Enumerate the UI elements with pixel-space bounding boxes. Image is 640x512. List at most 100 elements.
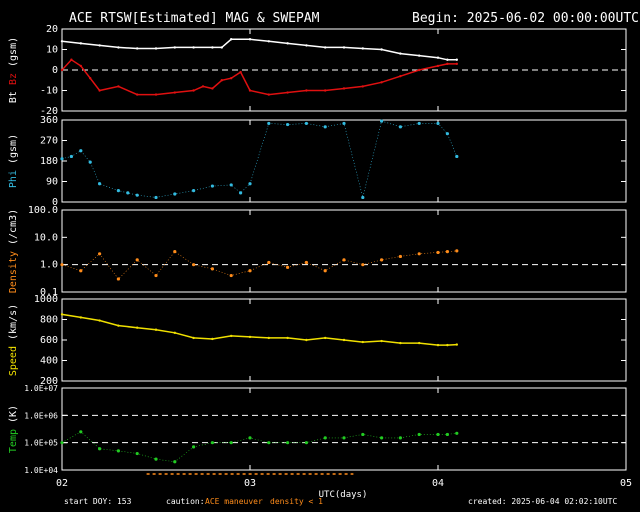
series-line bbox=[61, 313, 457, 346]
data-point bbox=[98, 447, 102, 451]
data-point bbox=[173, 91, 176, 94]
data-point bbox=[89, 77, 92, 80]
data-point bbox=[70, 58, 73, 61]
y-axis-label: Density (/cm3) bbox=[8, 209, 19, 293]
data-point bbox=[418, 54, 421, 57]
data-point bbox=[229, 183, 233, 187]
y-tick-label: 1.0E+05 bbox=[24, 439, 58, 448]
data-point bbox=[88, 160, 92, 164]
data-point bbox=[136, 326, 139, 329]
data-point bbox=[154, 93, 158, 96]
data-point bbox=[455, 343, 458, 346]
data-point bbox=[455, 62, 458, 66]
y-tick-label: 1.0E+07 bbox=[24, 384, 58, 393]
data-point bbox=[173, 460, 177, 464]
data-point bbox=[229, 441, 233, 445]
data-point bbox=[267, 40, 270, 43]
data-point bbox=[286, 336, 289, 340]
y-tick-label: 800 bbox=[40, 315, 58, 326]
data-point bbox=[361, 432, 365, 437]
data-point bbox=[248, 269, 252, 273]
data-point bbox=[79, 316, 83, 319]
data-point bbox=[323, 125, 327, 129]
data-point bbox=[380, 258, 384, 262]
data-point bbox=[60, 263, 64, 267]
data-point bbox=[436, 56, 440, 59]
data-point bbox=[248, 89, 252, 92]
data-point bbox=[229, 273, 233, 278]
y-axis-label: Bt Bz (gsm) bbox=[8, 37, 19, 103]
data-point bbox=[248, 182, 252, 186]
data-point bbox=[455, 249, 459, 253]
data-point bbox=[154, 328, 158, 331]
data-point bbox=[117, 324, 120, 327]
data-point bbox=[192, 46, 195, 49]
data-point bbox=[267, 121, 271, 126]
data-point bbox=[455, 154, 459, 159]
data-point bbox=[192, 89, 195, 92]
data-point bbox=[239, 191, 243, 195]
data-point bbox=[455, 431, 459, 435]
y-axis-label: Phi (gsm) bbox=[8, 134, 19, 188]
data-point bbox=[361, 47, 364, 50]
data-point bbox=[79, 64, 83, 68]
density-note: density < 1 bbox=[270, 497, 323, 506]
data-point bbox=[230, 38, 233, 41]
data-point bbox=[418, 341, 421, 345]
series-line bbox=[61, 58, 457, 96]
data-point bbox=[323, 269, 327, 273]
y-tick-label: 0 bbox=[52, 197, 58, 208]
data-point bbox=[60, 40, 64, 43]
data-point bbox=[399, 52, 402, 55]
y-axis-label: Temp (K) bbox=[8, 405, 19, 453]
data-point bbox=[342, 121, 346, 126]
data-point bbox=[342, 87, 346, 90]
y-tick-label: 1.0E+06 bbox=[24, 411, 58, 420]
data-point bbox=[60, 441, 64, 445]
data-point bbox=[116, 449, 120, 453]
begin-time: Begin: 2025-06-02 00:00:00UTC bbox=[412, 11, 639, 26]
y-tick-label: -20 bbox=[40, 106, 58, 117]
data-point bbox=[248, 436, 252, 440]
data-point bbox=[304, 441, 308, 445]
data-point bbox=[380, 81, 383, 84]
data-point bbox=[286, 91, 289, 94]
data-point bbox=[398, 254, 402, 259]
data-point bbox=[154, 195, 158, 200]
panel-frame bbox=[61, 119, 627, 203]
data-point bbox=[220, 79, 223, 82]
data-point bbox=[380, 119, 384, 123]
data-point bbox=[436, 121, 440, 126]
y-tick-label: 200 bbox=[40, 376, 58, 387]
x-tick-label: 03 bbox=[244, 478, 256, 489]
data-point bbox=[399, 74, 402, 78]
y-tick-label: 100.0 bbox=[28, 205, 58, 216]
y-tick-label: 600 bbox=[40, 335, 58, 346]
data-point bbox=[304, 260, 308, 265]
data-point bbox=[98, 89, 101, 92]
data-point bbox=[417, 432, 421, 437]
data-point bbox=[201, 85, 205, 88]
data-point bbox=[154, 273, 158, 278]
data-point bbox=[60, 313, 64, 316]
data-point bbox=[248, 335, 252, 339]
data-point bbox=[60, 157, 64, 161]
data-point bbox=[248, 38, 252, 41]
series-trace bbox=[61, 250, 457, 280]
data-point bbox=[211, 337, 214, 341]
data-point bbox=[136, 47, 139, 50]
data-point bbox=[192, 445, 196, 449]
data-point bbox=[126, 191, 130, 195]
data-point bbox=[116, 277, 120, 281]
series-trace bbox=[61, 431, 457, 463]
y-tick-label: 1.0E+04 bbox=[24, 466, 58, 475]
y-tick-label: 0.1 bbox=[40, 287, 58, 298]
data-point bbox=[286, 42, 289, 45]
data-point bbox=[192, 263, 196, 267]
data-point bbox=[135, 258, 139, 262]
y-tick-label: 180 bbox=[40, 156, 58, 167]
data-point bbox=[211, 46, 214, 49]
data-point bbox=[173, 46, 176, 49]
data-point bbox=[60, 68, 64, 72]
data-point bbox=[446, 62, 449, 66]
